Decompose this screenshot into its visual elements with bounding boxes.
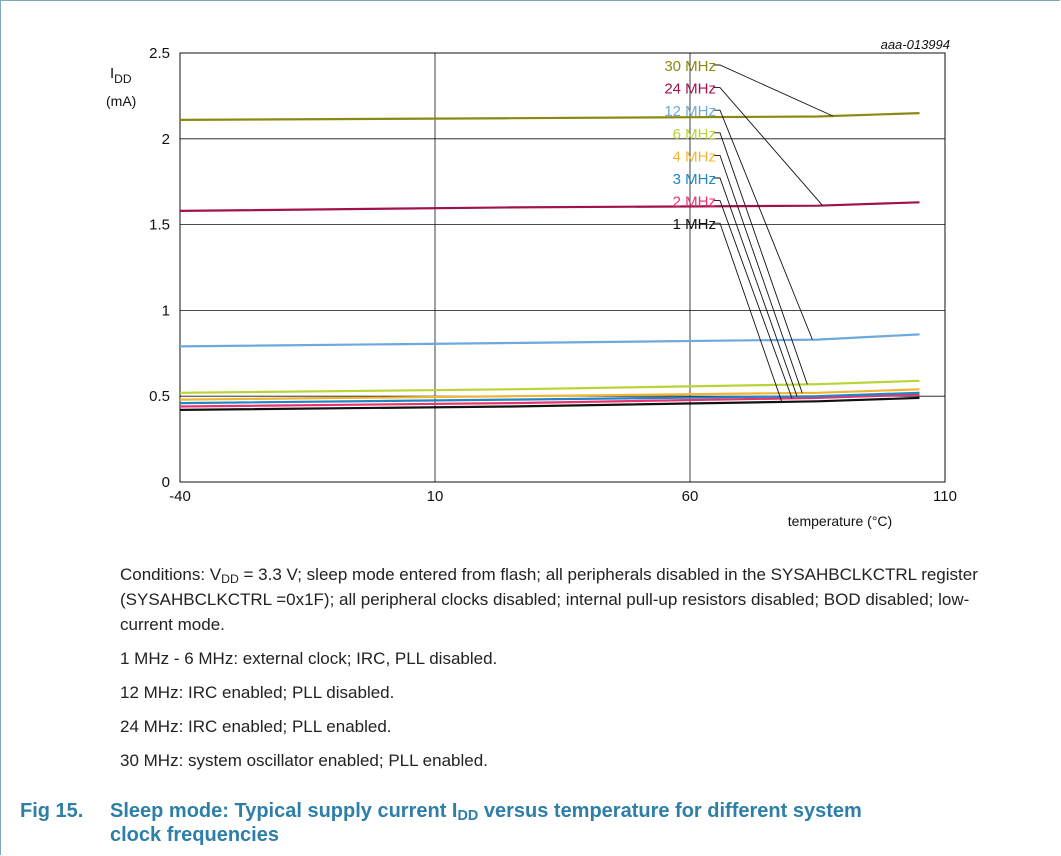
leader-line	[714, 132, 808, 385]
leader-line	[714, 222, 783, 403]
conditions-rest: = 3.3 V; sleep mode entered from flash; …	[120, 565, 978, 634]
legend-label-4-mhz: 4 MHz	[673, 148, 716, 165]
caption-line2: clock frequencies	[110, 824, 279, 846]
legend-label-3-mhz: 3 MHz	[673, 171, 716, 188]
series-line-6-mhz	[179, 379, 920, 394]
figure-caption: Fig 15. Sleep mode: Typical supply curren…	[20, 799, 1040, 847]
legend-label-1-mhz: 1 MHz	[673, 216, 716, 233]
conditions-text: Conditions: VDD = 3.3 V; sleep mode ente…	[120, 562, 1020, 637]
legend-label-6-mhz: 6 MHz	[673, 126, 716, 143]
grid	[179, 52, 946, 483]
caption-sub: DD	[457, 808, 479, 824]
x-tick-label: -40	[169, 488, 191, 505]
x-tick-label: 110	[933, 488, 957, 505]
series-line-24-mhz	[179, 201, 920, 212]
x-tick-label: 60	[682, 488, 699, 505]
note-12mhz: 12 MHz: IRC enabled; PLL disabled.	[120, 683, 395, 702]
legend-labels: 30 MHz 24 MHz 12 MHz 6 MHz 4 MHz 3 MHz 2 MHz 1 …	[664, 58, 716, 233]
leader-line	[714, 64, 833, 117]
legend-label-2-mhz: 2 MHz	[673, 194, 716, 211]
note-1-6mhz: 1 MHz - 6 MHz: external clock; IRC, PLL …	[120, 649, 498, 668]
legend-label-12-mhz: 12 MHz	[664, 103, 716, 120]
series-line-2-mhz	[179, 393, 920, 408]
x-tick-label: 10	[427, 488, 444, 505]
leader-line	[714, 200, 793, 399]
series-line-1-mhz	[179, 396, 920, 411]
legend-label-30-mhz: 30 MHz	[664, 58, 716, 75]
y-tick-label: 1.5	[149, 217, 170, 234]
leader-lines	[714, 64, 833, 403]
note-30mhz: 30 MHz: system oscillator enabled; PLL e…	[120, 751, 488, 770]
series-line-3-mhz	[179, 391, 920, 405]
chart-notes: Conditions: VDD = 3.3 V; sleep mode ente…	[120, 562, 1020, 782]
series-line-4-mhz	[179, 388, 920, 401]
conditions-prefix: Conditions: V	[120, 565, 222, 584]
y-tick-label: 0	[162, 474, 170, 491]
series-lines	[179, 112, 920, 411]
y-axis-label-sub: DD	[114, 72, 132, 86]
y-tick-label: 2	[162, 131, 170, 148]
caption-part1: Sleep mode: Typical supply current I	[110, 800, 458, 822]
legend-label-24-mhz: 24 MHz	[664, 81, 716, 98]
figure-number: Fig 15.	[20, 800, 84, 822]
y-axis-label: IDD	[110, 65, 132, 86]
y-tick-label: 0.5	[149, 388, 170, 405]
chart: 30 MHz 24 MHz 12 MHz 6 MHz 4 MHz 3 MHz 2 MHz 1 …	[106, 37, 957, 529]
tick-labels: 0 0.5 1 1.5 2 2.5 -40 10 60 110	[149, 45, 957, 505]
series-line-30-mhz	[179, 112, 920, 121]
conditions-sub: DD	[221, 572, 239, 586]
y-tick-label: 1	[162, 302, 170, 319]
leader-line	[714, 154, 803, 394]
note-24mhz: 24 MHz: IRC enabled; PLL enabled.	[120, 717, 392, 736]
series-line-12-mhz	[179, 333, 920, 348]
x-axis-label: temperature (°C)	[788, 513, 892, 529]
figure-id: aaa-013994	[881, 37, 950, 52]
leader-line	[714, 109, 813, 340]
y-axis-label-main: I	[110, 65, 114, 82]
leader-line	[714, 87, 823, 206]
caption-part2: versus temperature for different system	[478, 800, 862, 822]
y-axis-unit: (mA)	[106, 93, 136, 109]
y-tick-label: 2.5	[149, 45, 170, 62]
leader-line	[714, 177, 798, 397]
